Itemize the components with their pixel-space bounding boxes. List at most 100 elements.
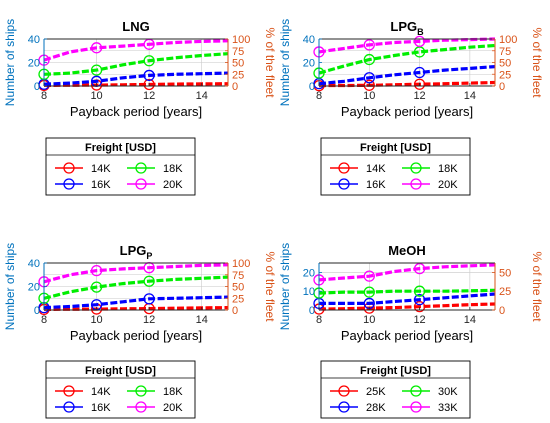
series-line-16K	[43, 71, 229, 86]
y-tick-label: 0	[309, 305, 315, 317]
legend: Freight [USD] 14K 18K 16K 20K	[45, 360, 196, 419]
legend-marker-icon	[338, 385, 350, 397]
y-right-tick-label: 75	[499, 46, 511, 58]
chart-title-main: LPG	[120, 243, 147, 258]
y-right-axis-label: % of the fleet	[263, 27, 277, 98]
legend-item: 25K	[330, 385, 386, 398]
legend-item: 28K	[330, 401, 386, 414]
data-point-18K	[143, 275, 155, 287]
series-line-18K	[318, 43, 496, 75]
data-point-20K	[90, 264, 103, 277]
data-point-16K	[143, 293, 155, 305]
x-tick-label: 8	[41, 314, 47, 326]
x-tick-label: 14	[464, 314, 476, 326]
data-point-16K	[143, 69, 155, 82]
x-tick-label: 8	[316, 90, 322, 102]
data-point-18K	[363, 53, 375, 66]
y-right-tick-label: 0	[232, 81, 238, 93]
legend-label: 18K	[163, 163, 183, 175]
legend-marker-icon	[410, 162, 422, 174]
legend-item: 20K	[402, 178, 458, 191]
y-right-tick-label: 25	[232, 293, 244, 305]
x-tick-label: 10	[90, 314, 102, 326]
legend-label: 18K	[163, 386, 183, 398]
legend-item: 30K	[402, 385, 458, 398]
series-line-16K	[43, 295, 229, 310]
legend-marker-icon	[63, 401, 75, 413]
legend-marker-icon	[338, 162, 350, 174]
series-line-33K	[318, 263, 496, 282]
y-tick-label: 40	[28, 34, 40, 46]
x-axis-label: Payback period [years]	[341, 104, 473, 119]
x-tick-label: 14	[464, 90, 476, 102]
legend-item: 18K	[127, 162, 183, 175]
legend-label: 20K	[163, 402, 183, 414]
y-axis-label: Number of ships	[3, 243, 17, 330]
legend-title: Freight [USD]	[85, 365, 156, 377]
legend-item: 14K	[55, 385, 111, 398]
series-line-30K	[318, 288, 496, 295]
data-point-30K	[413, 285, 426, 297]
x-tick-label: 8	[41, 90, 47, 102]
x-tick-label: 12	[143, 314, 155, 326]
y-tick-label: 0	[309, 81, 315, 93]
chart-title: LPGB	[390, 19, 424, 37]
legend-label: 16K	[91, 402, 111, 414]
y-right-tick-label: 75	[232, 270, 244, 282]
y-right-tick-label: 100	[232, 34, 250, 46]
y-tick-label: 0	[34, 305, 40, 317]
legend-marker-icon	[338, 178, 350, 190]
legend-marker-icon	[410, 385, 422, 397]
y-right-tick-label: 100	[232, 258, 250, 270]
legend-box	[320, 360, 471, 419]
y-right-tick-label: 75	[232, 46, 244, 58]
data-point-18K	[90, 281, 103, 293]
y-right-tick-label: 25	[232, 69, 244, 81]
chart-title: LNG	[122, 19, 149, 34]
y-tick-label: 20	[303, 58, 315, 70]
x-tick-label: 14	[196, 314, 208, 326]
x-tick-label: 10	[363, 90, 375, 102]
y-tick-label: 10	[303, 286, 315, 298]
legend-label: 16K	[91, 179, 111, 191]
data-point-14K	[363, 79, 375, 91]
data-point-14K	[143, 78, 155, 91]
y-right-axis-label: % of the fleet	[530, 251, 544, 322]
y-tick-label: 40	[28, 258, 40, 270]
legend-label: 20K	[163, 179, 183, 191]
x-tick-label: 12	[413, 314, 425, 326]
legend-marker-icon	[338, 401, 350, 413]
legend-item: 20K	[127, 178, 183, 191]
legend-box	[45, 360, 196, 419]
legend-marker-icon	[135, 178, 147, 190]
data-point-28K	[413, 294, 426, 306]
series-line-16K	[318, 65, 496, 86]
series-line-20K	[43, 263, 229, 284]
legend-item: 14K	[330, 162, 386, 175]
y-tick-label: 0	[34, 81, 40, 93]
legend-marker-icon	[410, 178, 422, 190]
legend-item: 18K	[402, 162, 458, 175]
x-tick-label: 12	[413, 90, 425, 102]
legend-label: 14K	[91, 386, 111, 398]
y-right-tick-label: 25	[499, 69, 511, 81]
legend-item: 20K	[127, 401, 183, 414]
data-point-30K	[363, 286, 375, 298]
x-tick-label: 12	[143, 90, 155, 102]
data-point-16K	[413, 66, 426, 79]
y-axis-label: Number of ships	[3, 19, 17, 106]
x-axis-label: Payback period [years]	[341, 328, 473, 343]
data-point-33K	[363, 270, 375, 282]
legend-item: 33K	[402, 401, 458, 414]
legend-marker-icon	[410, 401, 422, 413]
legend-item: 16K	[55, 401, 111, 414]
y-right-tick-label: 50	[232, 58, 244, 70]
legend-title: Freight [USD]	[360, 142, 431, 154]
chart-title: MeOH	[388, 243, 426, 258]
legend-marker-icon	[135, 401, 147, 413]
y-tick-label: 20	[28, 58, 40, 70]
series-line-14K	[43, 82, 229, 87]
x-tick-label: 8	[316, 314, 322, 326]
